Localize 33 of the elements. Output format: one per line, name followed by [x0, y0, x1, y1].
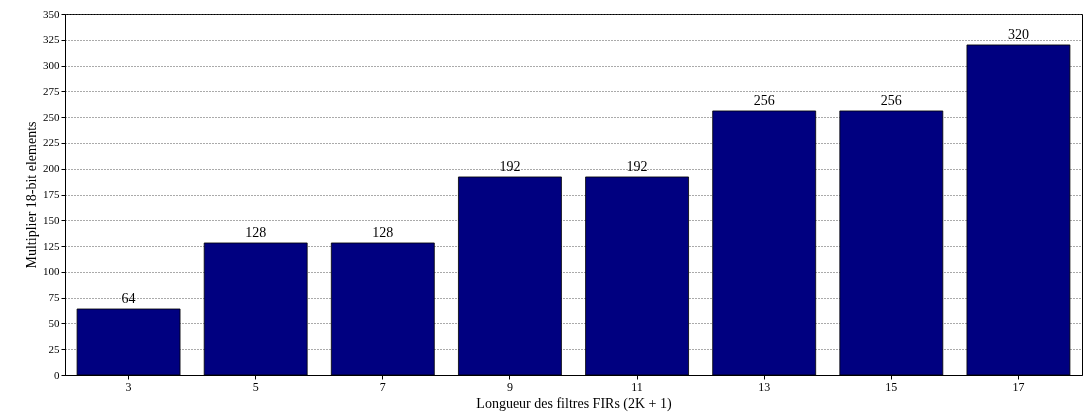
x-tick-label: 3 — [125, 379, 132, 394]
y-tick-label: 325 — [43, 33, 60, 46]
y-tick-label: 225 — [43, 136, 60, 149]
y-tick-label: 150 — [43, 213, 60, 226]
y-tick-label: 175 — [43, 188, 60, 200]
x-tick-label: 11 — [631, 379, 643, 394]
y-tick-label: 125 — [43, 239, 60, 252]
y-tick-label: 0 — [54, 368, 60, 381]
x-tick-label: 13 — [758, 379, 771, 394]
y-tick-label: 200 — [43, 162, 60, 175]
y-tick-label: 50 — [48, 316, 60, 329]
y-tick-label: 100 — [43, 265, 60, 278]
data-label: 128 — [245, 224, 267, 240]
x-tick-label: 15 — [885, 379, 898, 394]
data-label: 64 — [121, 290, 136, 306]
x-tick-label: 7 — [379, 379, 386, 394]
y-tick-label: 75 — [48, 291, 60, 304]
y-tick-label: 350 — [43, 7, 60, 20]
y-axis-title: Multiplier 18-bit elements — [24, 121, 39, 269]
x-tick-label: 17 — [1012, 379, 1025, 394]
y-tick-label: 25 — [48, 342, 60, 355]
data-label: 192 — [626, 158, 648, 174]
data-label: 256 — [753, 92, 775, 108]
y-tick-label: 275 — [43, 84, 60, 97]
data-label: 192 — [499, 158, 521, 174]
y-tick-label: 250 — [43, 110, 60, 123]
x-tick-label: 5 — [252, 379, 259, 394]
x-axis-title: Longueur des filtres FIRs (2K + 1) — [476, 395, 672, 412]
data-label: 128 — [372, 224, 394, 240]
data-label: 320 — [1007, 26, 1029, 42]
y-tick-label: 300 — [43, 59, 60, 72]
x-tick-label: 9 — [506, 379, 513, 394]
data-label: 256 — [880, 92, 902, 108]
